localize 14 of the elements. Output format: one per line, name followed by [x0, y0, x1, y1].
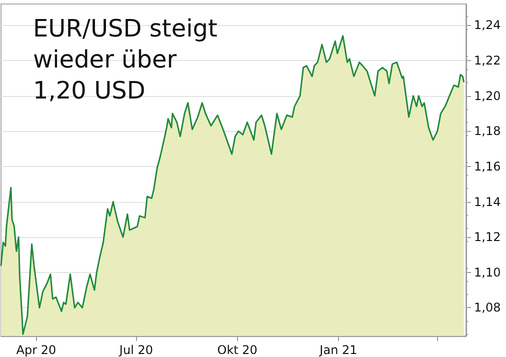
y-tick-label: 1,12 [474, 230, 501, 244]
y-tick-label: 1,18 [474, 124, 501, 138]
y-tick-label: 1,16 [474, 159, 501, 174]
y-tick-label: 1,20 [474, 88, 501, 103]
y-tick-label: 1,10 [474, 265, 501, 280]
y-tick-label: 1,08 [474, 300, 501, 315]
x-tick-label: Jul 20 [118, 343, 153, 357]
y-tick-label: 1,24 [474, 18, 501, 32]
y-tick-label: 1,22 [474, 54, 501, 68]
text: EUR/USD steigt wieder über 1,20 USD [33, 14, 218, 104]
x-tick-label: Jan 21 [318, 343, 358, 357]
y-tick-label: 1,14 [474, 194, 501, 209]
x-tick-label: Okt 20 [217, 343, 258, 357]
x-tick-label: Apr 20 [16, 343, 56, 357]
